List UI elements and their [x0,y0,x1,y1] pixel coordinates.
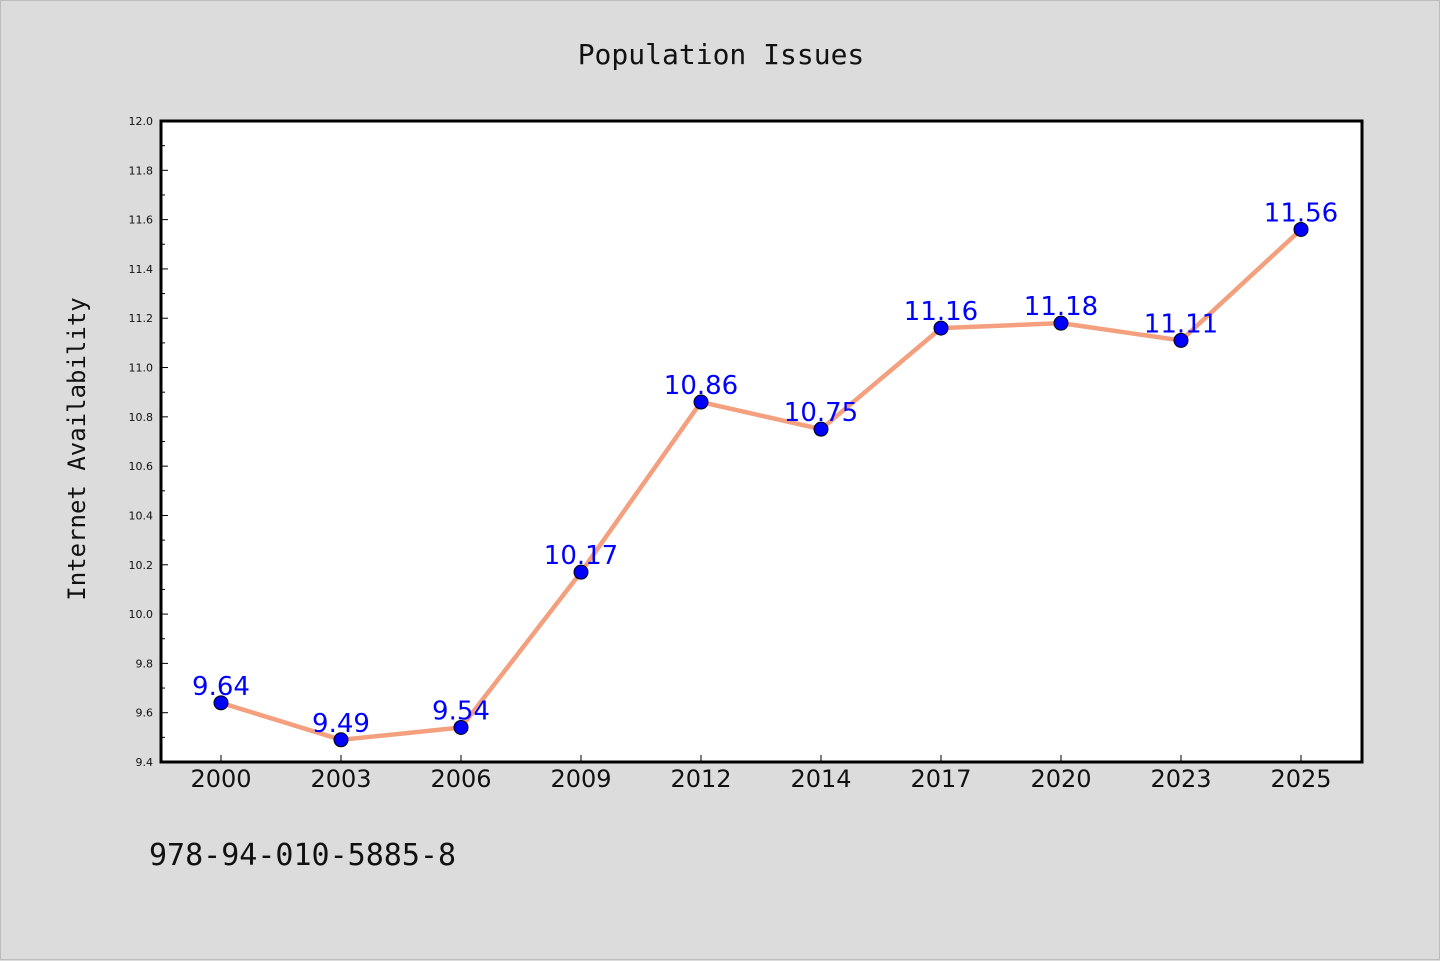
series-line-group [218,227,1304,743]
data-point [933,320,949,336]
data-point [1053,315,1069,331]
x-axis: 2000 2003 2006 2009 2012 2014 2017 2020 2023 2025 [190,755,1332,793]
x-tick-label: 2020 [1030,765,1091,793]
plot-area [161,121,1362,762]
series-markers-group [213,221,1309,748]
x-tick-label: 2014 [790,765,851,793]
data-label: 9.54 [432,696,490,726]
y-axis-label: Internet Availability [63,297,91,600]
data-label: 10.17 [544,541,618,571]
data-point [1173,332,1189,348]
y-tick-label: 9.6 [136,707,154,720]
series-line [218,227,1304,743]
data-label: 11.56 [1264,198,1338,228]
y-tick-label: 12.0 [129,115,154,128]
data-label: 11.18 [1024,292,1098,322]
data-label: 10.75 [784,398,858,428]
data-label: 10.86 [664,371,738,401]
data-point [1293,221,1309,237]
data-point [813,421,829,437]
x-tick-label: 2006 [430,765,491,793]
data-point [333,732,349,748]
data-point [693,394,709,410]
x-tick-label: 2017 [910,765,971,793]
y-tick-label: 11.4 [129,263,154,276]
y-tick-label: 10.0 [129,608,154,621]
y-tick-label: 9.8 [136,657,154,670]
y-axis: 9.4 9.6 9.8 10.0 10.2 10.4 10.6 10.8 11.0 11.2 11.… [129,115,168,769]
data-point [573,564,589,580]
data-label: 11.16 [904,297,978,327]
data-label: 11.11 [1144,309,1218,339]
y-tick-label: 11.0 [129,362,154,375]
x-tick-label: 2012 [670,765,731,793]
data-labels-group: 9.64 9.49 9.54 10.17 10.86 10.75 11.16 11.18 11.… [192,198,1338,738]
y-tick-label: 10.2 [129,559,154,572]
x-tick-label: 2000 [190,765,251,793]
plot-border [159,119,1364,764]
data-label: 9.64 [192,672,250,702]
y-tick-label: 11.6 [129,214,154,227]
y-tick-label: 10.6 [129,460,154,473]
x-tick-label: 2009 [550,765,611,793]
y-tick-label: 11.8 [129,164,154,177]
x-tick-label: 2023 [1150,765,1211,793]
data-point [453,719,469,735]
chart-title: Population Issues [578,38,865,71]
y-tick-label: 11.2 [129,312,154,325]
y-tick-label: 10.4 [129,509,154,522]
x-tick-label: 2025 [1270,765,1331,793]
x-tick-label: 2003 [310,765,371,793]
data-point [213,695,229,711]
y-tick-label: 10.8 [129,411,154,424]
y-tick-label: 9.4 [136,756,154,769]
isbn-text: 978-94-010-5885-8 [149,838,456,873]
data-label: 9.49 [312,709,370,739]
